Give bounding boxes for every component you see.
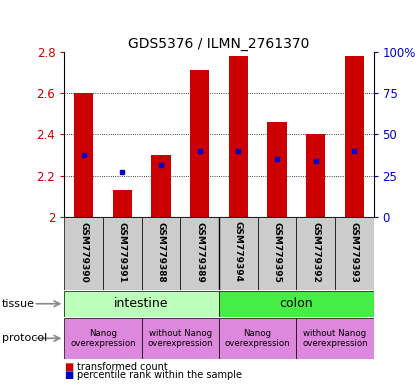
Bar	[142, 217, 180, 290]
Text: GSM779391: GSM779391	[118, 222, 127, 282]
Bar	[229, 56, 248, 217]
Text: intestine: intestine	[115, 297, 169, 310]
Bar	[112, 190, 132, 217]
Text: without Nanog
overexpression: without Nanog overexpression	[147, 329, 213, 348]
Title: GDS5376 / ILMN_2761370: GDS5376 / ILMN_2761370	[128, 37, 310, 51]
Text: GSM779395: GSM779395	[272, 222, 281, 282]
Bar	[219, 217, 258, 290]
Text: GSM779394: GSM779394	[234, 222, 243, 283]
Bar	[344, 56, 364, 217]
Text: GSM779392: GSM779392	[311, 222, 320, 282]
Bar	[64, 217, 103, 290]
Bar	[180, 217, 219, 290]
Text: percentile rank within the sample: percentile rank within the sample	[77, 370, 242, 380]
Text: Nanog
overexpression: Nanog overexpression	[225, 329, 290, 348]
Bar	[142, 318, 219, 359]
Bar	[258, 217, 296, 290]
Text: GSM779389: GSM779389	[195, 222, 204, 282]
Text: tissue: tissue	[2, 299, 35, 309]
Text: transformed count: transformed count	[77, 362, 168, 372]
Text: GSM779393: GSM779393	[350, 222, 359, 282]
Bar	[64, 291, 219, 317]
Text: Nanog
overexpression: Nanog overexpression	[70, 329, 136, 348]
Text: without Nanog
overexpression: without Nanog overexpression	[302, 329, 368, 348]
Bar	[335, 217, 374, 290]
Bar	[151, 155, 171, 217]
Bar	[103, 217, 142, 290]
Text: protocol: protocol	[2, 333, 47, 343]
Bar	[306, 134, 325, 217]
Bar	[219, 318, 296, 359]
Text: ■: ■	[64, 362, 73, 372]
Bar	[296, 217, 335, 290]
Text: ■: ■	[64, 370, 73, 380]
Bar	[219, 291, 374, 317]
Text: GSM779388: GSM779388	[156, 222, 166, 282]
Text: GSM779390: GSM779390	[79, 222, 88, 282]
Bar	[296, 318, 374, 359]
Bar	[74, 93, 93, 217]
Bar	[64, 318, 142, 359]
Bar	[267, 122, 286, 217]
Text: colon: colon	[279, 297, 313, 310]
Bar	[190, 70, 209, 217]
